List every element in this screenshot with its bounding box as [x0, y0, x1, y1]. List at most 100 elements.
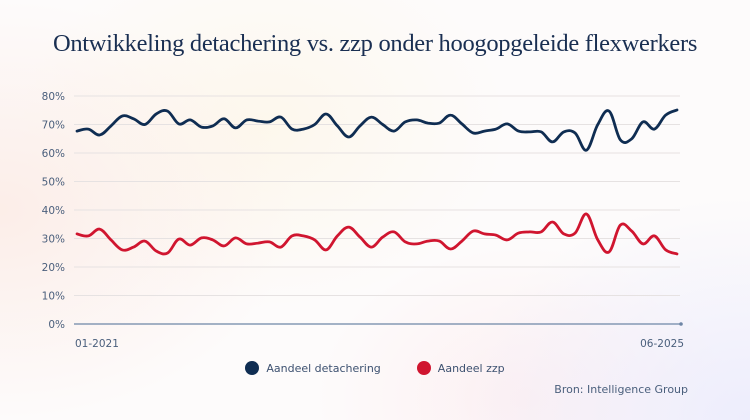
data-point-zzp	[166, 251, 170, 255]
data-point-zzp	[211, 238, 215, 242]
data-point-zzp	[154, 249, 158, 253]
data-point-zzp	[290, 234, 294, 238]
data-point-zzp	[584, 212, 588, 216]
series-line-detachering	[75, 108, 679, 152]
data-point-detachering	[211, 124, 215, 128]
data-point-zzp	[415, 242, 419, 246]
data-point-zzp	[403, 240, 407, 244]
series-line-zzp	[75, 212, 679, 256]
data-point-zzp	[675, 252, 679, 256]
data-point-detachering	[494, 127, 498, 131]
data-point-zzp	[630, 229, 634, 233]
data-point-detachering	[528, 130, 532, 134]
chart-title: Ontwikkeling detachering vs. zzp onder h…	[52, 30, 698, 57]
data-point-zzp	[132, 245, 136, 249]
data-point-zzp	[494, 233, 498, 237]
legend-label-detachering: Aandeel detachering	[266, 361, 381, 375]
data-point-detachering	[392, 129, 396, 133]
legend-label-zzp: Aandeel zzp	[437, 361, 505, 375]
data-point-detachering	[415, 118, 419, 122]
data-point-zzp	[652, 234, 656, 238]
data-point-zzp	[313, 238, 317, 242]
y-axis-ticks: 0% 10% 20% 30% 40% 50% 60% 70% 80%	[42, 91, 65, 331]
data-point-detachering	[607, 109, 611, 113]
data-point-detachering	[132, 117, 136, 121]
data-point-detachering	[86, 127, 90, 131]
gridlines	[74, 95, 680, 296]
data-point-zzp	[528, 230, 532, 234]
data-point-zzp	[550, 220, 554, 224]
data-point-detachering	[403, 120, 407, 124]
data-point-zzp	[75, 232, 79, 236]
data-point-zzp	[98, 227, 102, 231]
data-point-detachering	[517, 129, 521, 133]
data-point-zzp	[279, 245, 283, 249]
data-point-zzp	[471, 229, 475, 233]
data-point-detachering	[483, 129, 487, 133]
data-point-detachering	[120, 114, 124, 118]
data-point-detachering	[143, 123, 147, 127]
legend: Aandeel detachering Aandeel zzp	[0, 361, 750, 375]
data-point-detachering	[369, 115, 373, 119]
data-point-detachering	[550, 140, 554, 144]
data-point-zzp	[222, 244, 226, 248]
data-point-detachering	[584, 148, 588, 152]
data-point-zzp	[120, 248, 124, 252]
data-point-zzp	[562, 232, 566, 236]
data-point-zzp	[460, 239, 464, 243]
data-point-zzp	[483, 232, 487, 236]
data-point-detachering	[109, 124, 113, 128]
data-point-detachering	[437, 121, 441, 125]
x-axis: 01-2021 06-2025	[74, 322, 684, 350]
data-point-detachering	[630, 137, 634, 141]
data-point-zzp	[505, 238, 509, 242]
data-point-zzp	[381, 235, 385, 239]
data-point-zzp	[517, 231, 521, 235]
data-point-zzp	[607, 250, 611, 254]
data-point-detachering	[154, 112, 158, 116]
legend-item-detachering[interactable]: Aandeel detachering	[245, 361, 381, 375]
data-point-zzp	[177, 237, 181, 241]
source-note: Bron: Intelligence Group	[554, 383, 688, 396]
data-point-zzp	[358, 235, 362, 239]
data-point-detachering	[166, 109, 170, 113]
data-point-detachering	[618, 138, 622, 142]
data-point-zzp	[267, 240, 271, 244]
legend-item-zzp[interactable]: Aandeel zzp	[416, 361, 505, 375]
x-axis-end-marker	[679, 322, 683, 326]
data-point-zzp	[301, 234, 305, 238]
data-point-detachering	[200, 125, 204, 129]
data-point-detachering	[596, 123, 600, 127]
data-point-zzp	[618, 223, 622, 227]
data-point-zzp	[256, 241, 260, 245]
data-point-zzp	[392, 230, 396, 234]
data-point-detachering	[75, 129, 79, 133]
data-point-detachering	[256, 119, 260, 123]
data-point-zzp	[426, 239, 430, 243]
data-point-zzp	[86, 234, 90, 238]
y-tick-label: 50%	[42, 177, 65, 189]
x-tick-end: 06-2025	[640, 338, 684, 350]
data-point-detachering	[562, 130, 566, 134]
data-point-detachering	[652, 127, 656, 131]
data-point-zzp	[437, 239, 441, 243]
y-tick-label: 60%	[42, 148, 65, 160]
y-tick-label: 10%	[42, 291, 65, 303]
data-point-zzp	[200, 236, 204, 240]
data-point-detachering	[347, 135, 351, 139]
data-point-detachering	[675, 108, 679, 112]
data-point-detachering	[98, 133, 102, 137]
data-point-detachering	[449, 113, 453, 117]
data-point-detachering	[290, 127, 294, 131]
data-point-zzp	[143, 239, 147, 243]
data-point-zzp	[369, 245, 373, 249]
data-point-detachering	[279, 115, 283, 119]
data-point-zzp	[233, 236, 237, 240]
data-point-detachering	[222, 117, 226, 121]
data-point-detachering	[539, 130, 543, 134]
data-point-zzp	[449, 247, 453, 251]
data-point-zzp	[664, 248, 668, 252]
data-point-detachering	[233, 126, 237, 130]
data-point-detachering	[381, 123, 385, 127]
